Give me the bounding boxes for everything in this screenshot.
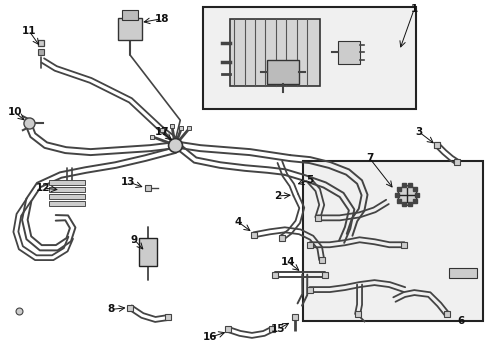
Text: 11: 11: [22, 26, 36, 36]
Text: 17: 17: [155, 127, 170, 137]
Text: 2: 2: [274, 191, 281, 201]
Bar: [303, 161, 483, 321]
Text: 10: 10: [8, 107, 22, 117]
Bar: [140, 238, 157, 266]
Text: 5: 5: [306, 175, 314, 185]
Bar: [49, 194, 85, 199]
Text: 16: 16: [203, 332, 218, 342]
Text: 14: 14: [280, 257, 295, 267]
Text: 13: 13: [121, 177, 136, 187]
Text: 1: 1: [411, 4, 418, 14]
Text: 7: 7: [366, 153, 373, 163]
Bar: [49, 180, 85, 185]
Bar: [267, 60, 299, 84]
Bar: [230, 19, 319, 86]
Text: 18: 18: [155, 14, 170, 24]
Text: 8: 8: [107, 305, 114, 315]
Text: 15: 15: [270, 324, 285, 334]
Text: 4: 4: [234, 217, 242, 227]
Bar: [338, 41, 360, 64]
Bar: [449, 268, 477, 278]
Bar: [119, 18, 143, 40]
Bar: [49, 201, 85, 206]
Text: 6: 6: [458, 316, 465, 327]
Bar: [203, 7, 416, 109]
Text: 9: 9: [131, 235, 138, 245]
Bar: [122, 10, 138, 20]
Bar: [49, 187, 85, 192]
Text: 3: 3: [416, 127, 423, 137]
Text: 12: 12: [36, 183, 50, 193]
